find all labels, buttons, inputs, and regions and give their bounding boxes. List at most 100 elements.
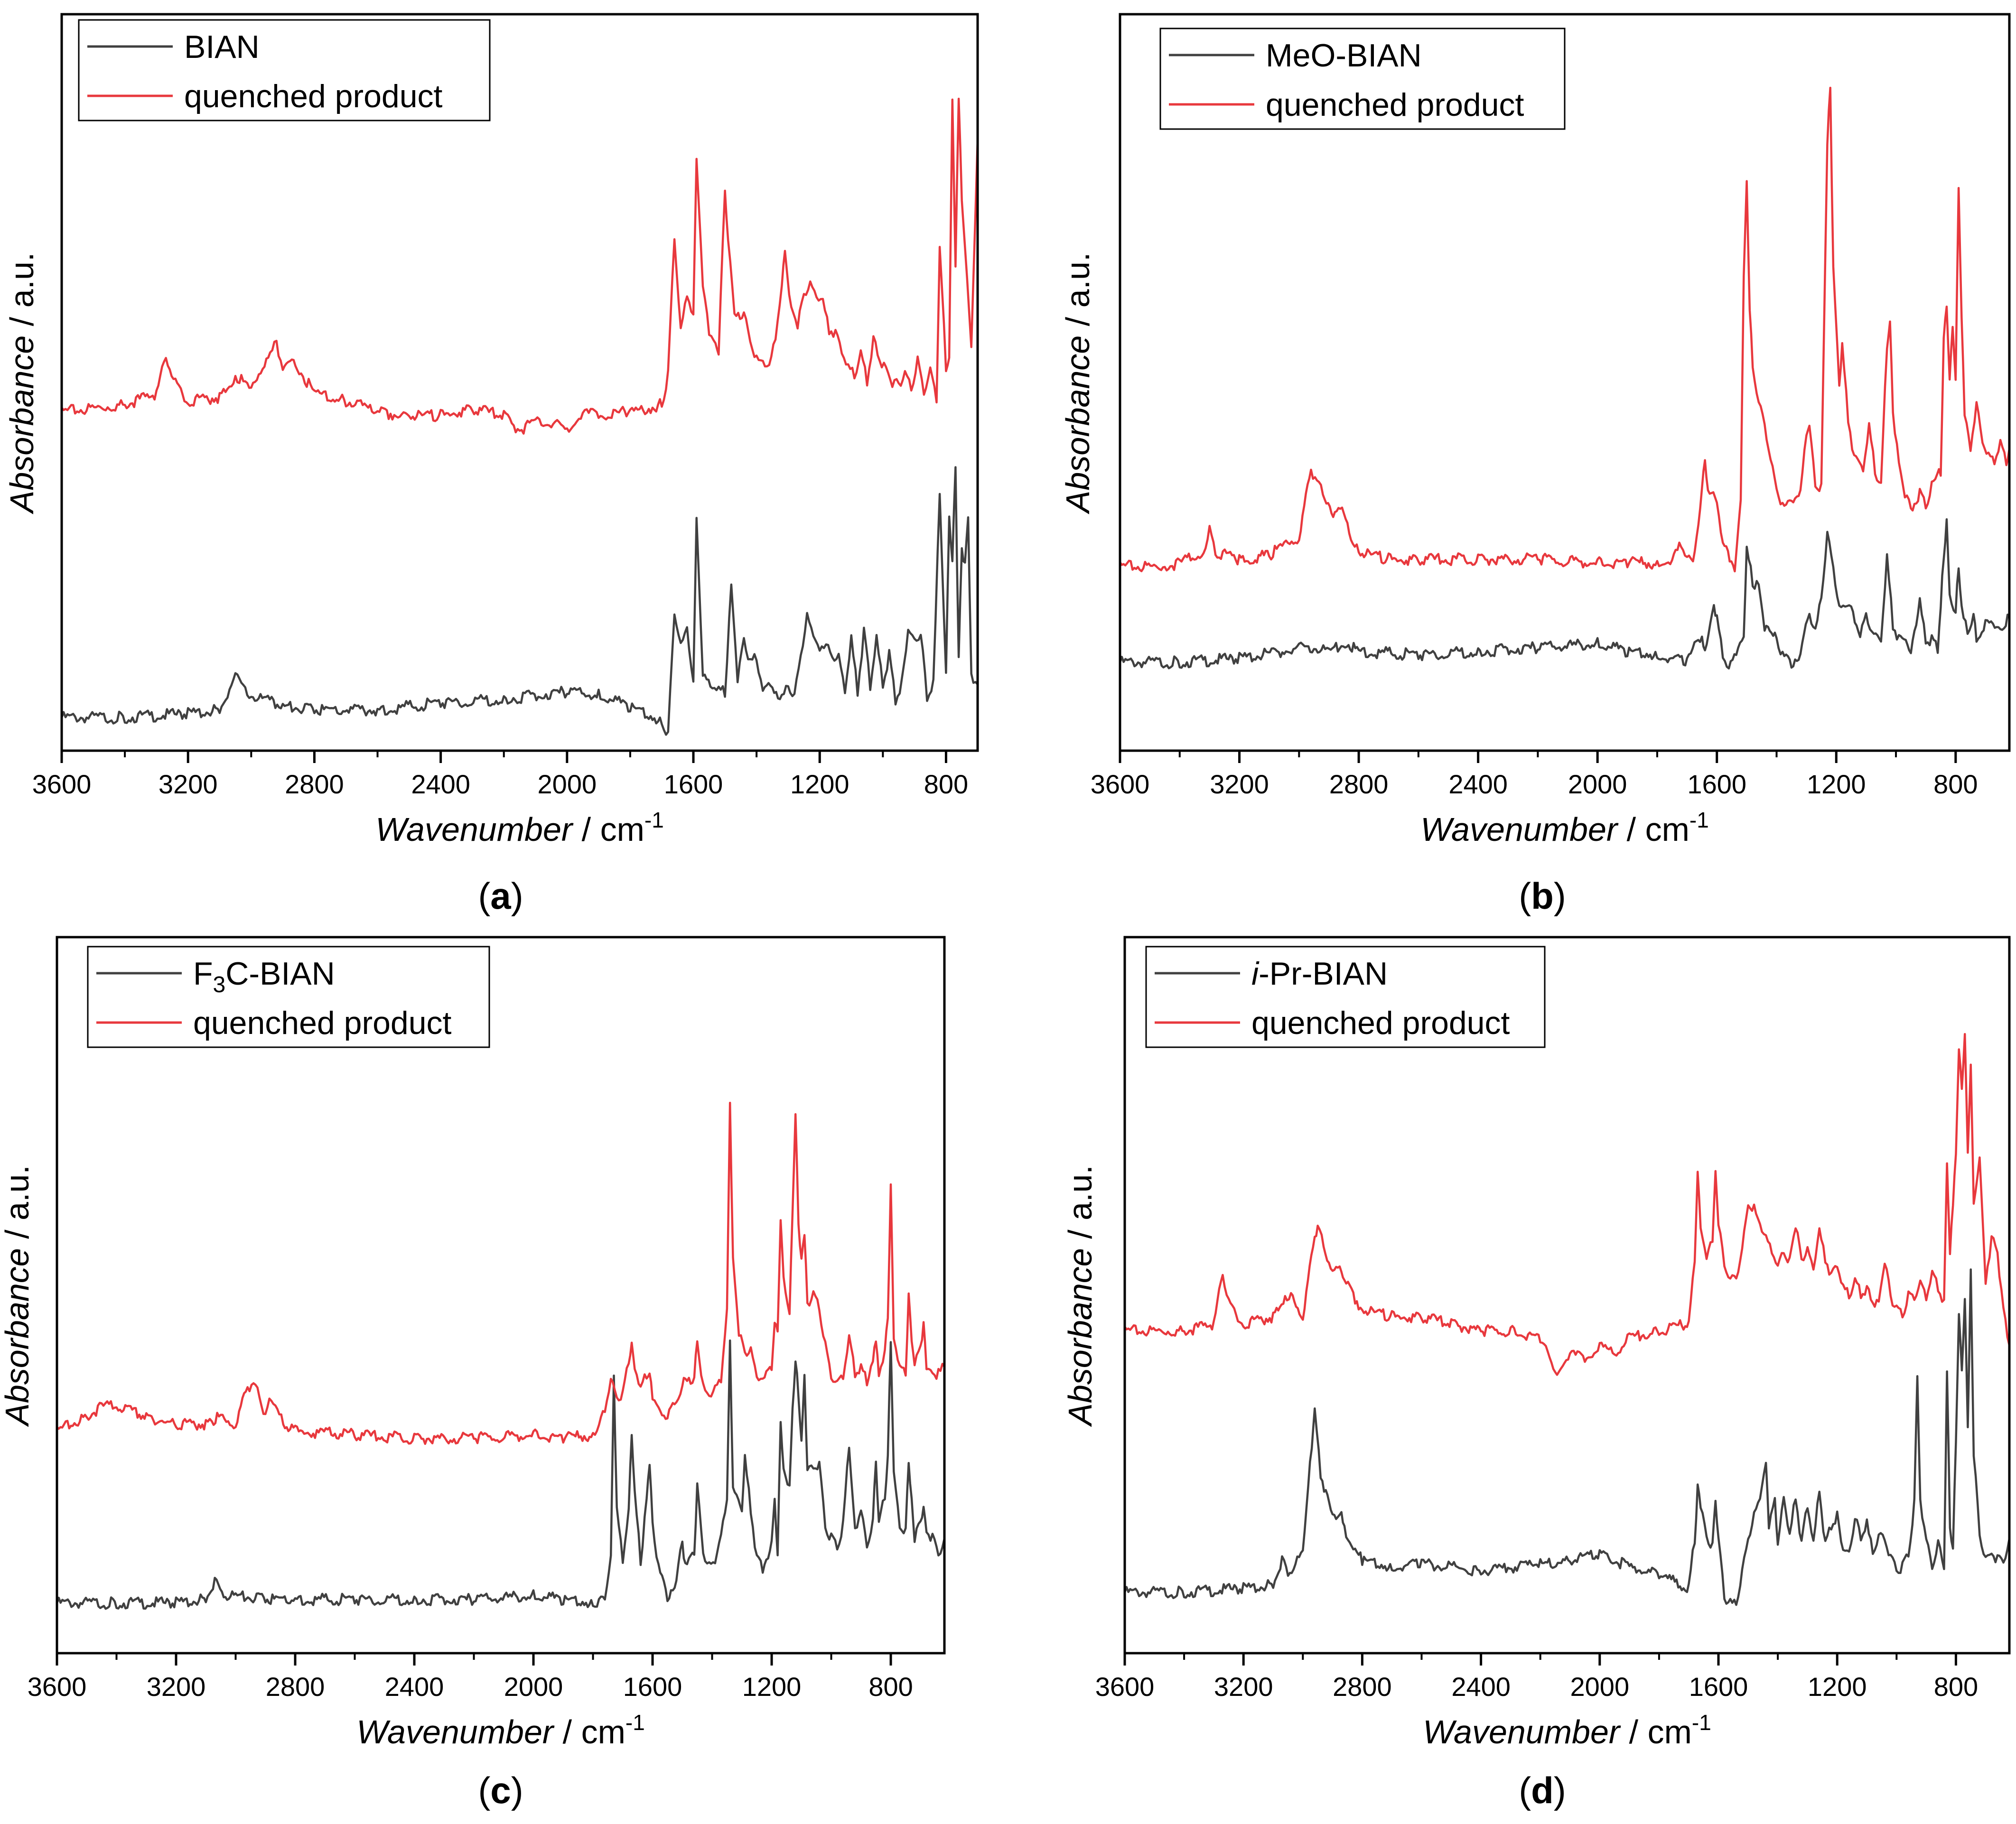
series-line-quenched-product xyxy=(62,97,978,435)
x-tick-label: 3200 xyxy=(159,769,218,799)
x-tick-label: 800 xyxy=(1933,769,1978,799)
series-line-quenched-product xyxy=(1125,1033,2009,1376)
x-tick-label: 3600 xyxy=(32,769,92,799)
y-axis-label-italic: Absorbance xyxy=(0,1248,36,1427)
series-line-reference xyxy=(62,466,978,736)
panel-letter: (a) xyxy=(478,875,523,917)
x-axis-label: Wavenumber / cm-1 xyxy=(356,1710,645,1750)
legend-label: i-Pr-BIAN xyxy=(1251,956,1388,992)
x-tick-label: 2000 xyxy=(1570,1672,1630,1702)
legend-label-main: quenched product xyxy=(1266,87,1524,123)
y-axis-label-unit: / a.u. xyxy=(0,1165,36,1248)
x-tick-label: 3600 xyxy=(28,1672,87,1702)
plot-frame xyxy=(56,936,946,1655)
x-axis-label-sup: -1 xyxy=(644,808,664,832)
legend-box xyxy=(1159,28,1566,130)
legend-label-main: quenched product xyxy=(193,1005,452,1041)
plot-frame xyxy=(60,13,979,752)
x-tick-label: 2800 xyxy=(266,1672,325,1702)
x-tick-label: 2800 xyxy=(1333,1672,1392,1702)
plot-frame xyxy=(1123,936,2011,1655)
x-tick-label: 800 xyxy=(924,769,968,799)
x-axis-label: Wavenumber / cm-1 xyxy=(375,808,664,848)
panel-letter-open: ( xyxy=(1519,875,1531,917)
legend-label-main: F xyxy=(193,956,213,992)
x-axis-label-unit: / cm xyxy=(1620,1713,1692,1750)
legend-label-italic: i xyxy=(1251,956,1260,992)
x-tick-label: 2800 xyxy=(285,769,344,799)
x-axis-label-italic: Wavenumber xyxy=(356,1713,555,1750)
legend-box xyxy=(87,946,490,1048)
panel-letter-open: ( xyxy=(1519,1769,1531,1811)
y-axis-label: Absorbance / a.u. xyxy=(0,1165,36,1427)
x-tick-label: 2000 xyxy=(504,1672,563,1702)
x-tick-label: 1200 xyxy=(1808,1672,1867,1702)
x-axis-label-sup: -1 xyxy=(1689,808,1709,832)
panel-letter-open: ( xyxy=(478,875,490,917)
panel-d: 3600 3200 2800 2400 2000 1600 1200 800 Wavenumbe… xyxy=(1062,936,2011,1811)
y-axis-label: Absorbance / a.u. xyxy=(1059,252,1096,515)
panel-letter: (c) xyxy=(478,1769,523,1811)
y-axis-label-italic: Absorbance xyxy=(1062,1248,1099,1427)
legend-box xyxy=(1145,946,1546,1048)
x-axis-label-italic: Wavenumber xyxy=(1420,811,1619,848)
series-line-reference xyxy=(57,1339,944,1610)
series-line-reference xyxy=(1125,1268,2009,1606)
series-line-reference xyxy=(1120,518,2009,670)
x-tick-label: 1200 xyxy=(1807,769,1866,799)
y-axis-label-unit: / a.u. xyxy=(3,252,40,335)
legend-label: quenched product xyxy=(1266,87,1524,123)
legend-label-main: quenched product xyxy=(184,78,443,114)
x-tick-label: 1200 xyxy=(742,1672,802,1702)
legend-label-main: -Pr-BIAN xyxy=(1259,956,1388,992)
x-axis-label-unit: / cm xyxy=(1617,811,1689,848)
panel-letter-close: ) xyxy=(1554,875,1566,917)
plot-frame xyxy=(1119,13,2011,752)
legend-label: BIAN xyxy=(184,29,260,65)
x-tick-label: 1600 xyxy=(664,769,723,799)
legend-box xyxy=(78,19,491,121)
legend-label: quenched product xyxy=(193,1005,452,1041)
x-axis-label-italic: Wavenumber xyxy=(1423,1713,1621,1750)
y-axis-label: Absorbance / a.u. xyxy=(1062,1165,1099,1427)
x-tick-label: 3600 xyxy=(1095,1672,1155,1702)
panel-letter-char: b xyxy=(1531,875,1554,917)
x-axis-label-italic: Wavenumber xyxy=(375,811,574,848)
x-tick-label: 1200 xyxy=(790,769,849,799)
y-axis-label-italic: Absorbance xyxy=(3,335,40,515)
x-axis-label-unit: / cm xyxy=(572,811,644,848)
x-tick-label: 800 xyxy=(1934,1672,1978,1702)
x-axis-label-sup: -1 xyxy=(1692,1710,1711,1735)
x-tick-label: 2400 xyxy=(385,1672,444,1702)
legend-label: quenched product xyxy=(1251,1005,1510,1041)
x-tick-label: 1600 xyxy=(1689,1672,1748,1702)
series-line-quenched-product xyxy=(1120,86,2009,573)
y-axis-label: Absorbance / a.u. xyxy=(3,252,40,515)
panel-letter-char: d xyxy=(1531,1769,1554,1811)
x-tick-label: 800 xyxy=(868,1672,913,1702)
series-line-quenched-product xyxy=(57,1101,944,1445)
y-axis-label-unit: / a.u. xyxy=(1062,1165,1099,1248)
panel-b: 3600 3200 2800 2400 2000 1600 1200 800 Wavenumbe… xyxy=(1059,13,2011,917)
x-tick-label: 2800 xyxy=(1329,769,1389,799)
panel-letter-close: ) xyxy=(511,875,523,917)
x-tick-label: 3200 xyxy=(1210,769,1269,799)
legend-label: F3C-BIAN xyxy=(193,956,335,997)
panel-letter-close: ) xyxy=(511,1769,523,1811)
panel-letter-close: ) xyxy=(1554,1769,1566,1811)
y-axis-label-italic: Absorbance xyxy=(1059,335,1096,515)
x-axis-label: Wavenumber / cm-1 xyxy=(1423,1710,1711,1750)
legend-label-sub: 3 xyxy=(213,972,226,997)
x-axis-label: Wavenumber / cm-1 xyxy=(1420,808,1709,848)
legend-label: MeO-BIAN xyxy=(1266,37,1422,74)
x-axis-label-unit: / cm xyxy=(553,1713,625,1750)
x-tick-label: 2400 xyxy=(411,769,470,799)
legend-label-main: BIAN xyxy=(184,29,260,65)
panel-letter: (d) xyxy=(1519,1769,1566,1811)
panel-c: 3600 3200 2800 2400 2000 1600 1200 800 Wavenumbe… xyxy=(0,936,946,1811)
legend-label: quenched product xyxy=(184,78,443,114)
panel-letter: (b) xyxy=(1519,875,1566,917)
x-tick-label: 3200 xyxy=(1214,1672,1273,1702)
panel-letter-char: a xyxy=(490,875,511,917)
